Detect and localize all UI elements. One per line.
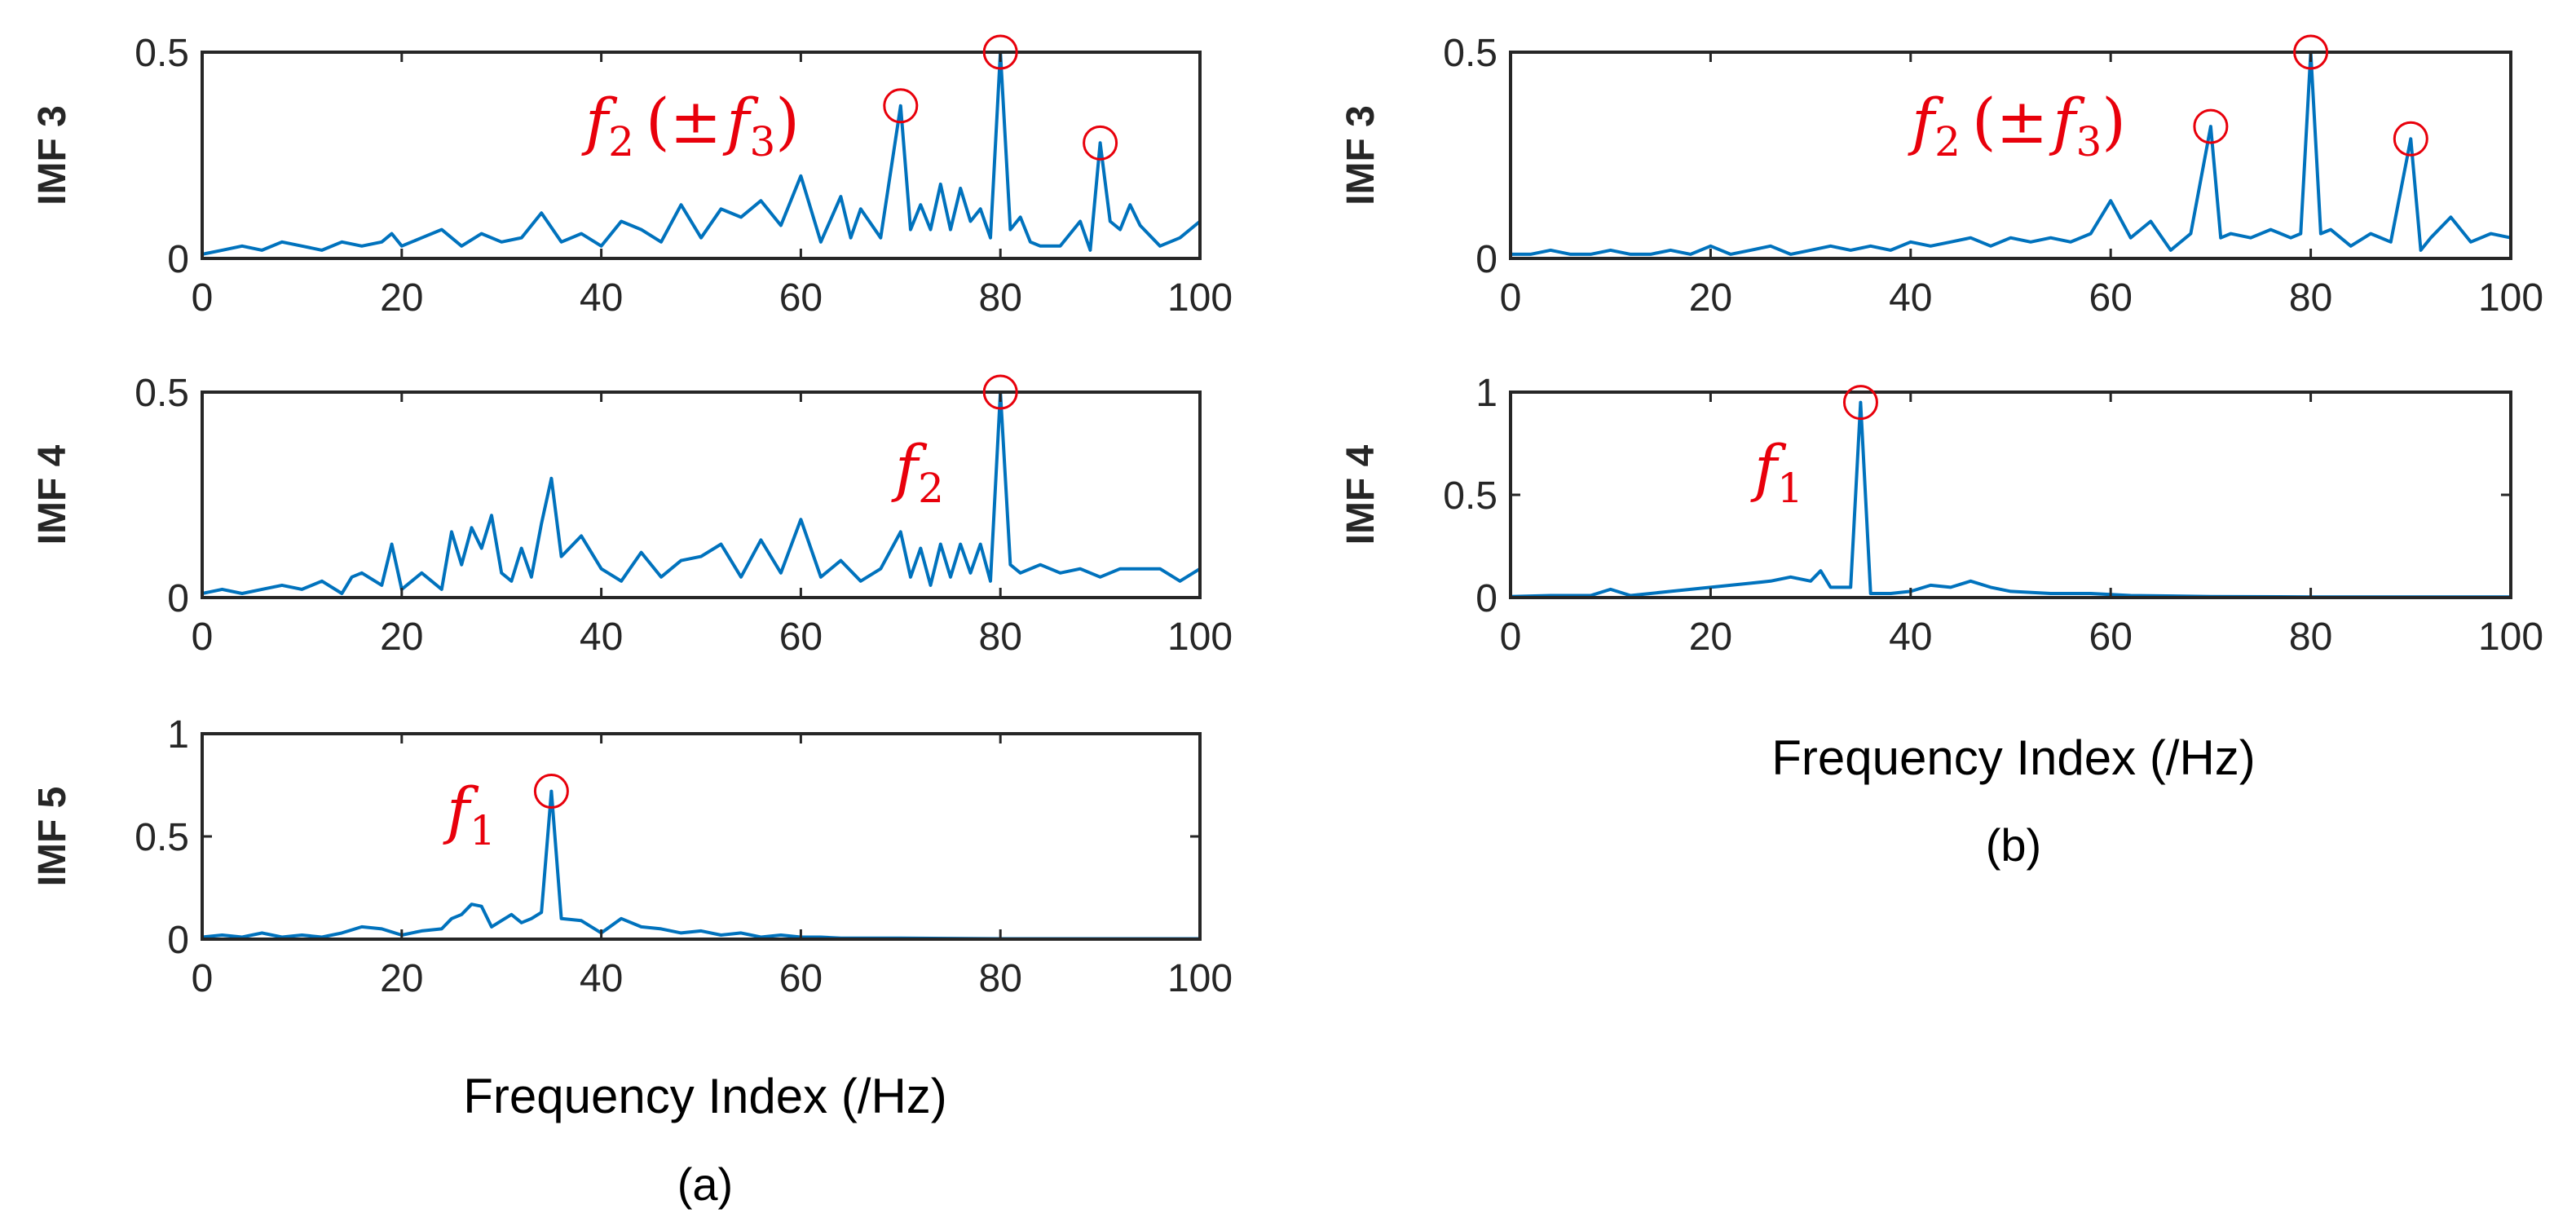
x-tick-label-b-imf4-4: 80 [2289,616,2332,659]
y-axis-label-b-imf4: IMF 4 [1339,444,1383,545]
series-line-b-imf4 [1510,400,2511,599]
y-tick-label-a-imf5-0: 0 [167,919,189,962]
annotation-a-imf3-0: f2 (±f3) [581,85,800,165]
anno-pm: (± [1972,85,2048,157]
x-tick-label-a-imf5-1: 20 [380,957,423,1000]
y-tick-label-a-imf5-1: 0.5 [135,816,189,859]
y-axis-label-a-imf3: IMF 3 [31,105,74,205]
x-tick-label-a-imf4-5: 100 [1167,616,1233,659]
anno-close: ) [2102,85,2126,157]
x-tick-label-a-imf4-1: 20 [380,616,423,659]
series-line-a-imf5 [201,789,1200,941]
x-tick-label-a-imf5-5: 100 [1167,957,1233,1000]
x-tick-label-a-imf4-3: 60 [779,616,823,659]
x-tick-label-a-imf5-2: 40 [580,957,623,1000]
anno-sub2: 3 [749,118,775,165]
x-tick-label-a-imf5-3: 60 [779,957,823,1000]
y-tick-label-a-imf3-1: 0.5 [135,32,189,75]
x-tick-label-b-imf3-5: 100 [2478,276,2543,320]
anno-pm: (± [646,85,721,157]
x-tick-label-a-imf5-4: 80 [979,957,1022,1000]
series-line-a-imf4 [201,390,1202,595]
anno-sub: 2 [918,465,944,512]
x-tick-label-b-imf4-5: 100 [2478,616,2543,659]
anno-close: ) [775,85,800,157]
x-axis-label-b: Frequency Index (/Hz) [1771,730,2256,785]
y-tick-label-a-imf4-1: 0.5 [135,372,189,415]
x-tick-label-a-imf3-5: 100 [1167,276,1233,320]
axes-frame-b-imf4 [1509,390,2512,599]
annotation-b-imf4-0: f1 [1750,431,1803,512]
series-line-b-imf3 [1511,51,2512,256]
annotation-a-imf5-0: f1 [443,774,496,854]
peak-marker-a-imf3-1 [982,34,1018,70]
peak-marker-a-imf3-2 [1083,125,1118,161]
x-tick-label-a-imf4-2: 40 [580,616,623,659]
anno-sub: 2 [608,118,634,165]
y-tick-label-b-imf4-1: 0.5 [1443,474,1498,518]
x-tick-label-b-imf3-4: 80 [2289,276,2332,320]
x-tick-label-a-imf4-0: 0 [192,616,214,659]
y-tick-label-b-imf4-0: 0 [1475,577,1498,620]
x-tick-label-b-imf4-0: 0 [1500,616,1522,659]
x-tick-label-a-imf3-4: 80 [979,276,1022,320]
y-tick-label-a-imf4-0: 0 [167,577,189,620]
x-axis-label-a: Frequency Index (/Hz) [463,1069,947,1123]
subplot-b-imf4: 0 20 40 60 80 100 0 0.5 1 IMF 4 f1 [1339,372,2543,659]
axes-frame-a-imf5 [201,732,1202,941]
y-tick-label-b-imf3-1: 0.5 [1443,32,1498,75]
x-tick-label-b-imf4-2: 40 [1889,616,1932,659]
x-tick-label-a-imf3-1: 20 [380,276,423,320]
anno-sub: 1 [1777,465,1803,512]
y-axis-label-a-imf5: IMF 5 [31,787,74,887]
anno-sub: 2 [1934,118,1961,165]
subplot-a-imf4: 0 20 40 60 80 100 0 0.5 IMF 4 f2 [31,372,1233,659]
x-tick-label-b-imf4-1: 20 [1689,616,1732,659]
peak-marker-b-imf4-0 [1842,385,1878,421]
x-tick-label-b-imf3-1: 20 [1689,276,1732,320]
x-tick-label-a-imf3-3: 60 [779,276,823,320]
axes-frame-a-imf3 [201,51,1202,260]
anno-sub: 1 [470,807,496,854]
y-tick-label-b-imf3-0: 0 [1475,238,1498,281]
panel-label-a: (a) [677,1158,733,1210]
x-tick-label-b-imf3-3: 60 [2089,276,2133,320]
axes-frame-a-imf4 [201,390,1202,599]
x-tick-label-a-imf3-0: 0 [192,276,214,320]
annotation-b-imf3-0: f2 (±f3) [1908,85,2126,165]
axes-frame-b-imf3 [1509,51,2512,260]
peak-marker-b-imf3-2 [2393,121,2428,157]
annotation-a-imf4-0: f2 [891,431,944,512]
y-axis-label-b-imf3: IMF 3 [1339,105,1383,205]
x-tick-label-a-imf4-4: 80 [979,616,1022,659]
y-tick-label-a-imf5-2: 1 [167,713,189,757]
peak-marker-b-imf3-0 [2193,108,2229,144]
x-tick-label-b-imf4-3: 60 [2089,616,2133,659]
y-tick-label-b-imf4-2: 1 [1475,372,1498,415]
y-axis-label-a-imf4: IMF 4 [31,444,74,545]
x-tick-label-a-imf5-0: 0 [192,957,214,1000]
panel-label-b: (b) [1986,819,2041,871]
y-tick-label-a-imf3-0: 0 [167,238,189,281]
subplot-a-imf5: 0 20 40 60 80 100 0 0.5 1 IMF 5 f1 [31,713,1233,1000]
x-tick-label-b-imf3-2: 40 [1889,276,1932,320]
peak-marker-a-imf5-0 [533,774,569,810]
anno-sub2: 3 [2075,118,2102,165]
peak-marker-b-imf3-1 [2293,34,2329,70]
subplot-b-imf3: 0 20 40 60 80 100 0 0.5 IMF 3 f2 (±f3) [1339,32,2543,320]
series-line-a-imf3 [201,51,1202,256]
peak-marker-a-imf4-0 [982,374,1018,410]
peak-marker-a-imf3-0 [883,88,919,124]
x-tick-label-a-imf3-2: 40 [580,276,623,320]
x-tick-label-b-imf3-0: 0 [1500,276,1522,320]
